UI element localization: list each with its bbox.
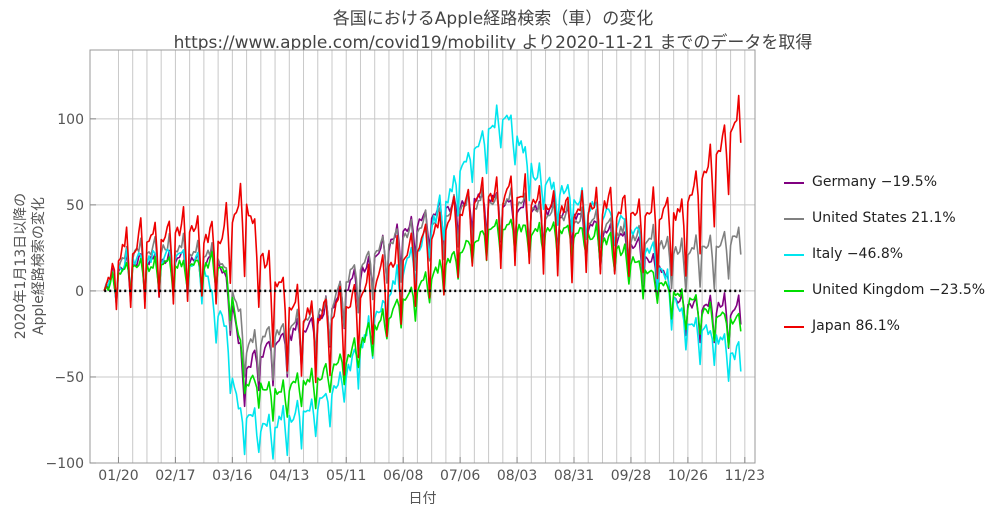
x-tick-label: 03/16 <box>212 468 252 484</box>
plot-frame <box>89 49 756 464</box>
legend-swatch <box>784 218 804 220</box>
y-tick-label: −100 <box>46 456 84 472</box>
x-tick-label: 06/08 <box>383 468 423 484</box>
x-tick-label: 04/13 <box>269 468 309 484</box>
x-tick-label: 08/03 <box>497 468 537 484</box>
chart-title: 各国におけるApple経路検索（車）の変化 <box>332 9 654 29</box>
chart-subtitle: https://www.apple.com/covid19/mobility よ… <box>173 33 813 53</box>
x-tick-label: 11/23 <box>725 468 765 484</box>
y-axis-label: 2020年1月13日以降の Apple経路検索の変化 <box>12 116 48 416</box>
y-axis-label-line-1: 2020年1月13日以降の <box>13 192 29 340</box>
x-tick-label: 01/20 <box>98 468 138 484</box>
legend-label: Japan 86.1% <box>812 318 900 334</box>
y-tick-label: 0 <box>75 284 84 300</box>
series-line-united-kingdom <box>103 218 742 422</box>
y-tick-label: −50 <box>54 370 84 386</box>
series-line-united-states <box>103 187 742 382</box>
y-tick-label: 50 <box>66 198 84 214</box>
legend-label: United States 21.1% <box>812 210 956 226</box>
x-tick-label: 07/06 <box>440 468 480 484</box>
series-line-italy <box>103 104 742 460</box>
x-tick-label: 08/31 <box>554 468 594 484</box>
series-line-japan <box>103 94 742 384</box>
legend-label: Germany −19.5% <box>812 174 938 190</box>
x-tick-label: 10/26 <box>668 468 708 484</box>
x-tick-label: 09/28 <box>611 468 651 484</box>
legend-swatch <box>784 290 804 292</box>
x-tick-label: 02/17 <box>155 468 195 484</box>
x-axis-label: 日付 <box>408 491 437 507</box>
y-tick-label: 100 <box>57 112 84 128</box>
y-axis-label-line-2: Apple経路検索の変化 <box>31 197 47 335</box>
x-tick-label: 05/11 <box>326 468 366 484</box>
legend-swatch <box>784 182 804 184</box>
legend-swatch <box>784 326 804 328</box>
legend-label: United Kingdom −23.5% <box>812 282 986 298</box>
legend-swatch <box>784 254 804 256</box>
legend-label: Italy −46.8% <box>812 246 904 262</box>
